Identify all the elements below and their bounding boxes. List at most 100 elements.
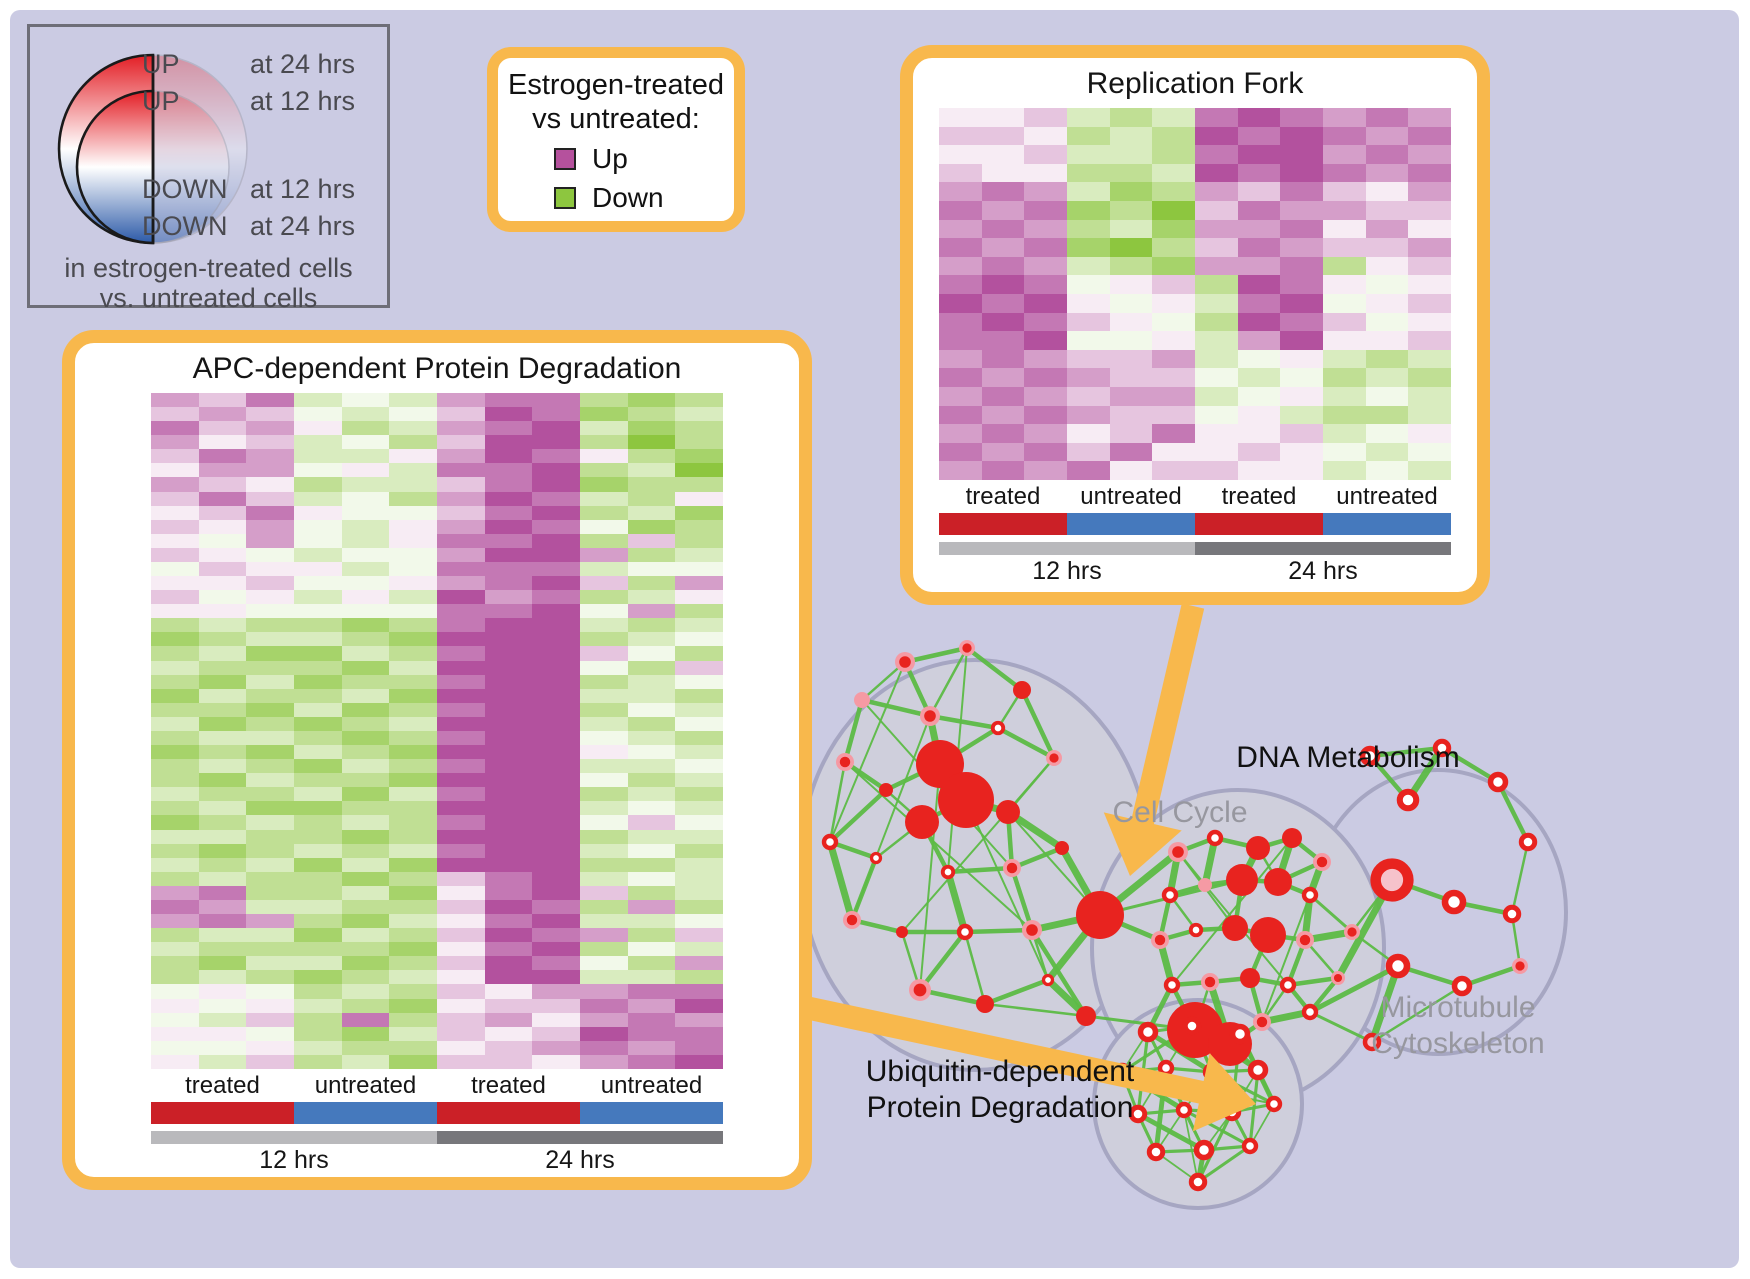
network-node-core — [1256, 1016, 1268, 1028]
rf-time-labels: 12 hrs 24 hrs — [939, 557, 1451, 586]
network-node — [1137, 1021, 1159, 1043]
rf-group-labels: treated untreated treated untreated — [939, 483, 1451, 511]
network-node-core — [1316, 856, 1328, 868]
rf-treatment-bar — [939, 513, 1451, 535]
group-label: untreated — [314, 1072, 417, 1099]
legend-row-down12: DOWN at 12 hrs — [142, 174, 355, 205]
direction-label: UP — [142, 86, 180, 116]
network-node-core — [1049, 753, 1059, 763]
network-node — [1396, 788, 1420, 812]
network-node — [1076, 1006, 1096, 1026]
network-node — [1226, 864, 1258, 896]
apc-panel-title: APC-dependent Protein Degradation — [192, 352, 682, 385]
time-label-24hrs: 24 hrs — [1288, 557, 1358, 585]
up-label: Up — [592, 143, 628, 174]
untreated-bar-segment — [580, 1102, 723, 1124]
network-node — [1240, 968, 1260, 988]
microtubule-label-line2: Cytoskeleton — [1371, 1027, 1545, 1060]
up-color-swatch — [554, 148, 576, 170]
apc-treatment-bar — [151, 1102, 723, 1124]
group-label: treated — [185, 1072, 260, 1099]
replication-fork-panel: Replication Fork treated untreated treat… — [900, 45, 1490, 605]
network-node — [1128, 1104, 1148, 1124]
network-node — [1432, 738, 1452, 758]
network-node — [821, 833, 839, 851]
network-node-core — [1026, 924, 1038, 936]
network-node-core — [1204, 976, 1216, 988]
legend-row-up12: UP at 12 hrs — [142, 86, 355, 117]
rf-panel-title: Replication Fork — [1086, 67, 1304, 100]
legend-footnote-line2: vs. untreated cells — [99, 283, 318, 313]
legend-item-up: Up — [554, 143, 678, 175]
network-node-core — [846, 914, 858, 926]
24hrs-bar-segment — [1195, 542, 1451, 555]
connector-arrowhead-icon — [1192, 1053, 1256, 1132]
updown-legend-title-line2: vs untreated: — [532, 103, 700, 135]
treated-bar-segment — [437, 1102, 580, 1124]
legend-row-down24: DOWN at 24 hrs — [142, 211, 355, 242]
network-node — [1247, 1059, 1269, 1081]
rf-heatmap — [939, 108, 1451, 480]
network-node-core — [1172, 846, 1184, 858]
network-node — [1301, 1003, 1319, 1021]
network-node-core — [1347, 927, 1357, 937]
network-node — [1451, 975, 1473, 997]
network-node — [1188, 922, 1204, 938]
network-node — [1041, 973, 1055, 987]
connector-arrow-shaft — [1130, 603, 1205, 828]
treated-bar-segment — [939, 513, 1067, 535]
ubiquitin-label-line1: Ubiquitin-dependent — [865, 1055, 1135, 1088]
network-node — [1206, 829, 1224, 847]
time-label-24hrs: 24 hrs — [545, 1146, 615, 1174]
treated-bar-segment — [1195, 513, 1323, 535]
direction-label: DOWN — [142, 174, 228, 204]
down-label: Down — [592, 182, 664, 213]
network-node — [1146, 1142, 1166, 1162]
updown-legend-title: Estrogen-treated vs untreated: — [508, 68, 724, 136]
time-label: at 24 hrs — [250, 49, 356, 79]
network-node — [1175, 1101, 1193, 1119]
time-label: at 12 hrs — [250, 86, 356, 116]
network-node — [1385, 953, 1411, 979]
network-node — [1229, 1023, 1251, 1045]
group-label: untreated — [600, 1072, 703, 1099]
legend-item-down: Down — [554, 182, 678, 214]
12hrs-bar-segment — [151, 1131, 437, 1144]
direction-label: UP — [142, 49, 180, 79]
ubiquitin-degradation-label: Ubiquitin-dependent Protein Degradation — [866, 1054, 1135, 1126]
network-node — [905, 805, 939, 839]
apc-heatmap — [151, 393, 723, 1069]
down-color-swatch — [554, 187, 576, 209]
cell-cycle-label: Cell Cycle — [1112, 795, 1247, 831]
direction-label: DOWN — [142, 211, 228, 241]
network-node — [1182, 1016, 1202, 1036]
network-node — [996, 800, 1020, 824]
updown-legend-title-line1: Estrogen-treated — [507, 69, 724, 101]
apc-time-labels: 12 hrs 24 hrs — [151, 1146, 723, 1175]
updown-legend-box: Estrogen-treated vs untreated: Up Down — [487, 47, 745, 232]
network-node — [1246, 836, 1270, 860]
network-node — [1222, 915, 1248, 941]
network-node — [940, 864, 956, 880]
network-node-core — [899, 656, 911, 668]
network-node — [1250, 917, 1286, 953]
group-label: untreated — [1336, 483, 1438, 510]
group-label: treated — [471, 1072, 546, 1099]
cell-cycle-label-line: Cell Cycle — [1112, 796, 1248, 829]
gradient-legend-box: UP at 24 hrs UP at 12 hrs DOWN at 12 hrs… — [27, 24, 390, 313]
network-node — [1161, 886, 1179, 904]
connector-arrowhead-icon — [1103, 812, 1182, 876]
network-node — [1188, 1172, 1208, 1192]
network-node — [1370, 858, 1414, 902]
network-node — [976, 995, 994, 1013]
24hrs-bar-segment — [437, 1131, 723, 1144]
network-node — [990, 720, 1006, 736]
dna-metabolism-label-line: DNA Metabolism — [1236, 741, 1460, 774]
network-node — [938, 772, 994, 828]
untreated-bar-segment — [1067, 513, 1195, 535]
time-label: at 24 hrs — [250, 211, 356, 241]
network-node-core — [924, 710, 936, 722]
time-label-12hrs: 12 hrs — [1032, 557, 1102, 585]
network-node-core — [1333, 973, 1343, 983]
